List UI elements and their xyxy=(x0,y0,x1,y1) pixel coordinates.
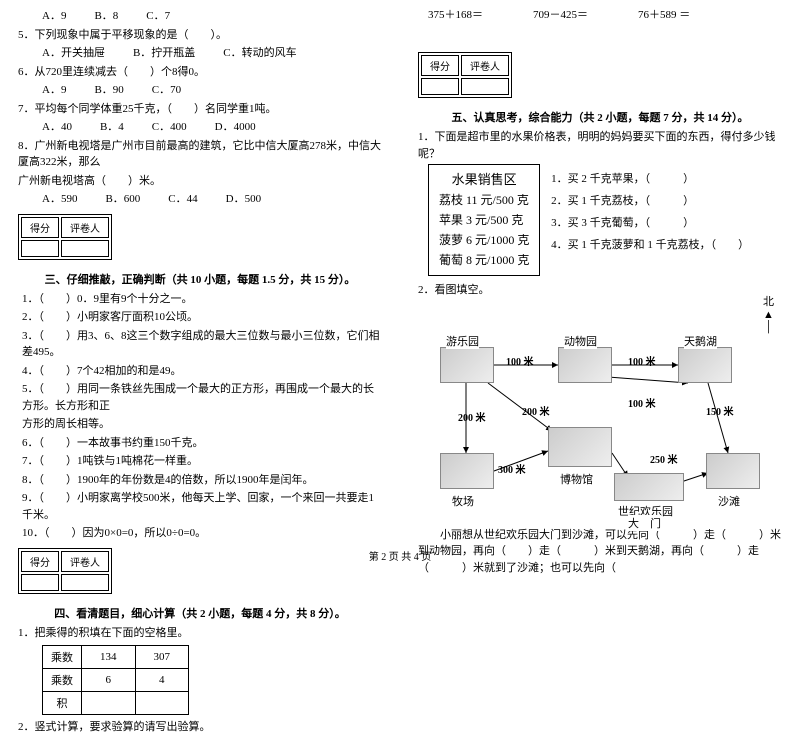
map-distance: 200 米 xyxy=(458,409,486,424)
map-distance: 200 米 xyxy=(522,403,550,418)
q7-options: A．40B．4C．400D．4000 xyxy=(18,119,382,136)
calc-2: 2．竖式计算，要求验算的请写出验算。 xyxy=(18,719,382,736)
map-node xyxy=(548,427,612,467)
map-node xyxy=(440,453,494,489)
q6: 6．从720里连续减去（ ）个8得0。 xyxy=(18,64,382,81)
q6-options: A．9B．90C．70 xyxy=(18,82,382,99)
calc-intro: 1．把乘得的积填在下面的空格里。 xyxy=(18,625,382,642)
map-distance: 100 米 xyxy=(628,395,656,410)
buy-list: 1．买 2 千克苹果，（ ） 2．买 1 千克荔枝，（ ） 3．买 3 千克葡萄… xyxy=(551,164,749,258)
page-footer: 第 2 页 共 4 页 xyxy=(0,548,800,563)
fruit-price-box: 水果销售区 荔枝 11 元/500 克 苹果 3 元/500 克 菠萝 6 元/… xyxy=(428,164,540,276)
q5-2: 2．看图填空。 xyxy=(418,282,782,299)
map-label: 动物园 xyxy=(564,333,597,349)
q5-1: 1．下面是超市里的水果价格表，明明的妈妈要买下面的东西，得付多少钱呢？ xyxy=(418,129,782,162)
section-3-title: 三、仔细推敲，正确判断（共 10 小题，每题 1.5 分，共 15 分）。 xyxy=(18,271,382,287)
q4-options: A．9B．8C．7 xyxy=(18,8,382,25)
q5-options: A．开关抽屉B．拧开瓶盖C．转动的风车 xyxy=(18,45,382,62)
map-diagram: 北▲│ 游乐园动物园天鹅湖牧场博物馆沙滩世纪欢乐园大 门100 米100 米20… xyxy=(418,303,778,523)
section-4-title: 四、看清题目，细心计算（共 2 小题，每题 4 分，共 8 分）。 xyxy=(18,605,382,621)
calc-table: 乘数134307 乘数64 积 xyxy=(42,645,189,715)
section-5-title: 五、认真思考，综合能力（共 2 小题，每题 7 分，共 14 分）。 xyxy=(418,109,782,125)
map-label: 博物馆 xyxy=(560,471,593,487)
map-node xyxy=(706,453,760,489)
map-node xyxy=(558,347,612,383)
q8b: 广州新电视塔高（ ）米。 xyxy=(18,173,382,190)
q8-options: A．590B．600C．44D．500 xyxy=(18,191,382,208)
map-distance: 300 米 xyxy=(498,461,526,476)
score-box-3: 得分评卷人 xyxy=(18,214,112,260)
q7: 7．平均每个同学体重25千克，（ ）名同学重1吨。 xyxy=(18,101,382,118)
score-box-5: 得分评卷人 xyxy=(418,52,512,98)
arith-row: 375＋168＝ 709－425＝ 76＋589 ＝ xyxy=(418,6,782,22)
true-false-list: 1．（ ）0．9里有9个十分之一。 2．（ ）小明家客厅面积10公顷。 3．（ … xyxy=(18,291,382,542)
map-distance: 250 米 xyxy=(650,451,678,466)
map-label: 沙滩 xyxy=(718,493,740,509)
map-label: 天鹅湖 xyxy=(684,333,717,349)
map-distance: 100 米 xyxy=(506,353,534,368)
q8a: 8．广州新电视塔是广州市目前最高的建筑，它比中信大厦高278米，中信大厦高322… xyxy=(18,138,382,171)
map-label: 游乐园 xyxy=(446,333,479,349)
map-label: 大 门 xyxy=(628,515,661,531)
fruit-and-buy: 水果销售区 荔枝 11 元/500 克 苹果 3 元/500 克 菠萝 6 元/… xyxy=(418,164,782,276)
map-node xyxy=(614,473,684,501)
map-distance: 150 米 xyxy=(706,403,734,418)
map-distance: 100 米 xyxy=(628,353,656,368)
q5: 5．下列现象中属于平移现象的是（ ）。 xyxy=(18,27,382,44)
map-node xyxy=(440,347,494,383)
map-node xyxy=(678,347,732,383)
map-label: 牧场 xyxy=(452,493,474,509)
